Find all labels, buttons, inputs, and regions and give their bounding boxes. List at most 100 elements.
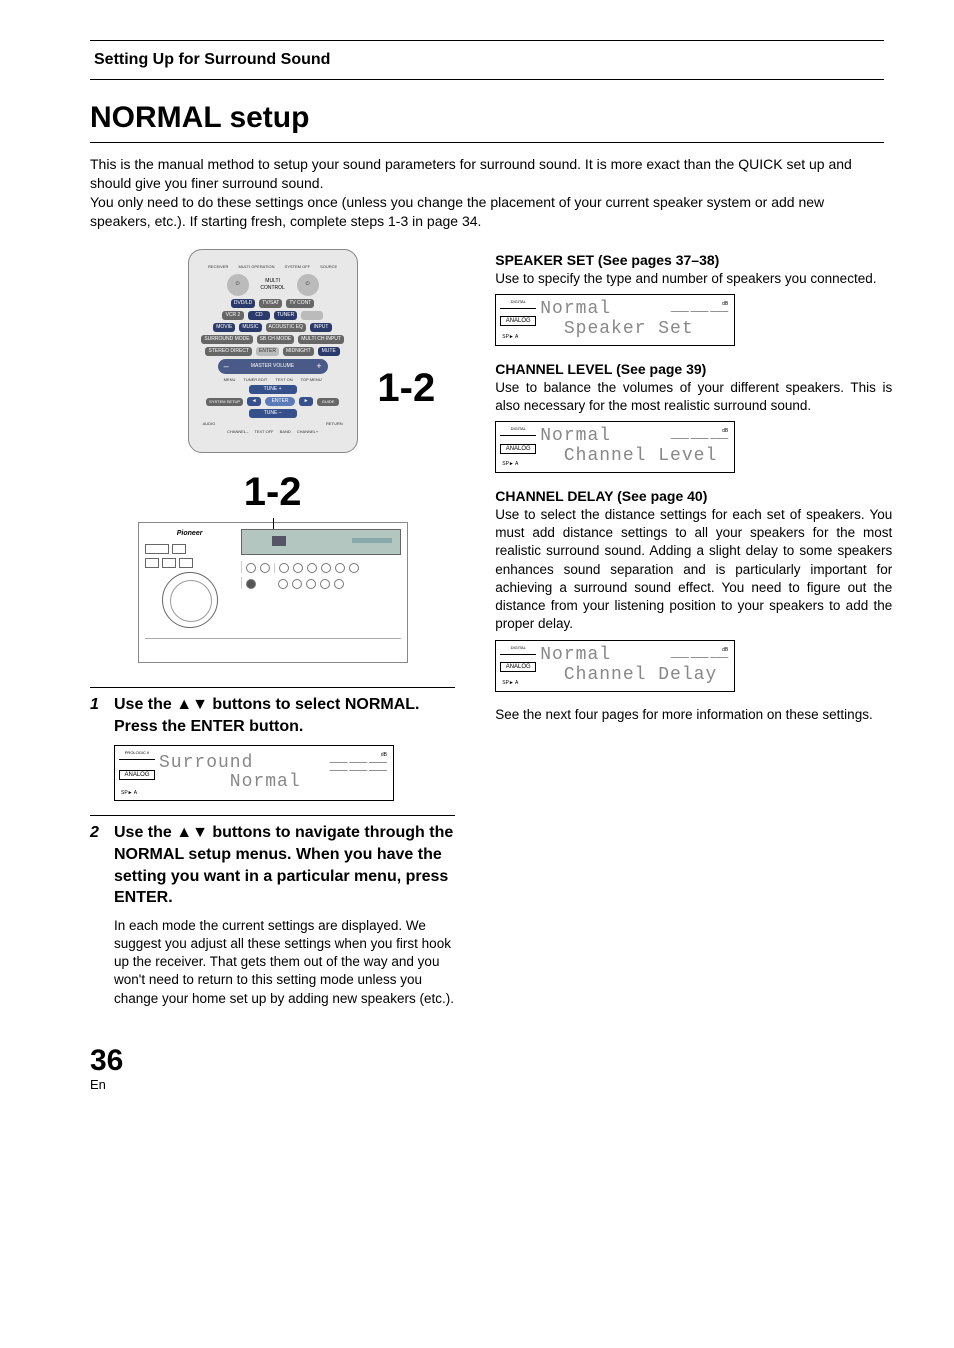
unit-badge xyxy=(145,558,159,568)
btn-music: MUSIC xyxy=(239,323,261,332)
unit-badge xyxy=(162,558,176,568)
lcd-badge-sp: SP► A xyxy=(500,334,536,341)
unit-illustration: Pioneer xyxy=(138,522,408,663)
lcd-badge-top: DIGITAL xyxy=(500,299,536,309)
unit-led-row-1 xyxy=(241,561,401,573)
lcd-bars: dB ——— ——— ——— xyxy=(671,428,728,443)
label-receiver: RECEIVER xyxy=(205,263,231,271)
lcd-channel-level: DIGITAL ANALOG SP► A Normal Channel Leve… xyxy=(495,421,735,473)
btn-enter-big: ENTER xyxy=(265,397,295,406)
intro-p1: This is the manual method to setup your … xyxy=(90,155,884,193)
channel-level-head: CHANNEL LEVEL (See page 39) xyxy=(495,360,892,379)
btn-power-right: ⏻ xyxy=(297,274,319,296)
btn-movie: MOVIE xyxy=(213,323,235,332)
btn-stereo: STEREO DIRECT xyxy=(205,347,252,356)
btn-mute: MUTE xyxy=(318,347,340,356)
unit-knob xyxy=(162,572,218,628)
btn-guide: GUIDE xyxy=(317,398,339,406)
btn-cd: CD xyxy=(248,311,270,320)
label-ch-plus: CHANNEL+ xyxy=(297,429,318,434)
remote-callout: 1-2 xyxy=(377,361,435,415)
btn-tvcont: TV CONT xyxy=(286,299,314,308)
section-title: Setting Up for Surround Sound xyxy=(94,51,330,68)
label-source: SOURCE xyxy=(317,263,340,271)
label-text-on: TEXT ON xyxy=(275,377,292,382)
lcd-badge-analog: ANALOG xyxy=(500,316,536,326)
lcd-badge-top: DIGITAL xyxy=(500,645,536,655)
page-lang: En xyxy=(90,1076,884,1094)
lcd-text-1: Surround Normal xyxy=(159,754,301,794)
channel-level-body: Use to balance the volumes of your diffe… xyxy=(495,379,892,415)
step-2-num: 2 xyxy=(90,822,106,908)
btn-midnight: MIDNIGHT xyxy=(283,347,314,356)
speaker-set-head: SPEAKER SET (See pages 37–38) xyxy=(495,251,892,270)
btn-enter-sm: ENTER xyxy=(256,347,279,356)
unit-badge xyxy=(179,558,193,568)
lcd-badge-sp: SP► A xyxy=(119,790,155,797)
btn-acoustic: ACOUSTIC EQ xyxy=(266,323,306,332)
label-multi-control: MULTI CONTROL xyxy=(253,274,293,296)
label-system-off: SYSTEM OFF xyxy=(282,263,314,271)
btn-tvsat: TV/SAT xyxy=(259,299,282,308)
lcd-bars: dB ——— ——— ——— ——— ——— ——— xyxy=(330,752,387,774)
page-title: NORMAL setup xyxy=(90,98,884,144)
lcd-bars: dB ——— ——— ——— xyxy=(671,301,728,316)
section-header: Setting Up for Surround Sound xyxy=(90,40,884,80)
step-1-num: 1 xyxy=(90,694,106,737)
lcd-badge-sp: SP► A xyxy=(500,461,536,468)
right-column: SPEAKER SET (See pages 37–38) Use to spe… xyxy=(495,249,892,1018)
unit-led-row-2 xyxy=(241,577,401,589)
step-1: 1 Use the ▲▼ buttons to select NORMAL. P… xyxy=(90,687,455,737)
btn-system-setup: SYSTEM SETUP xyxy=(206,398,243,406)
page-number: 36 xyxy=(90,1046,884,1076)
btn-st-plus: ► xyxy=(299,397,313,406)
lcd-badge-sp: SP► A xyxy=(500,680,536,687)
unit-badge xyxy=(172,544,186,554)
label-return: RETURN xyxy=(326,421,343,426)
intro-p2: You only need to do these settings once … xyxy=(90,193,884,231)
label-tuner-edit: TUNER EDIT xyxy=(243,377,267,382)
btn-vcr2: VCR 2 xyxy=(222,311,244,320)
btn-input: INPUT xyxy=(310,323,332,332)
label-band: BAND xyxy=(280,429,291,434)
unit-display xyxy=(241,529,401,555)
right-footer-note: See the next four pages for more informa… xyxy=(495,706,892,724)
step-2: 2 Use the ▲▼ buttons to navigate through… xyxy=(90,815,455,908)
label-multi-op: MULTI OPERATION xyxy=(235,263,277,271)
unit-tray xyxy=(145,638,401,656)
step-2-body: In each mode the current settings are di… xyxy=(114,917,455,1008)
unit-badge xyxy=(145,544,169,554)
btn-multich: MULTI CH INPUT xyxy=(298,335,344,344)
step-2-title: Use the ▲▼ buttons to navigate through t… xyxy=(114,822,455,908)
lcd-speaker-set: DIGITAL ANALOG SP► A Normal Speaker Set … xyxy=(495,294,735,346)
speaker-set-body: Use to specify the type and number of sp… xyxy=(495,270,892,288)
btn-tuner: TUNER xyxy=(274,311,297,320)
lcd-channel-delay: DIGITAL ANALOG SP► A Normal Channel Dela… xyxy=(495,640,735,692)
channel-delay-head: CHANNEL DELAY (See page 40) xyxy=(495,487,892,506)
btn-tune-plus: TUNE + xyxy=(249,385,297,394)
btn-st-minus: ◄ xyxy=(247,397,261,406)
remote-body: RECEIVER MULTI OPERATION SYSTEM OFF SOUR… xyxy=(188,249,358,453)
unit-callout: 1-2 xyxy=(90,465,455,519)
remote-illustration: RECEIVER MULTI OPERATION SYSTEM OFF SOUR… xyxy=(90,249,455,453)
lcd-badge-analog: ANALOG xyxy=(500,662,536,672)
lcd-badge-analog: ANALOG xyxy=(500,444,536,454)
btn-surround: SURROUND MODE xyxy=(201,335,252,344)
btn-power-left: ⏻ xyxy=(227,274,249,296)
left-column: RECEIVER MULTI OPERATION SYSTEM OFF SOUR… xyxy=(90,249,455,1018)
label-audio: AUDIO xyxy=(203,421,216,426)
label-ch-minus: CHANNEL– xyxy=(227,429,248,434)
btn-master-volume: – MASTER VOLUME + xyxy=(218,359,328,374)
lcd-badge-top: DIGITAL xyxy=(500,426,536,436)
lcd-bars: dB ——— ——— ——— xyxy=(671,647,728,662)
label-text-off: TEXT OFF xyxy=(254,429,273,434)
page-footer: 36 En xyxy=(90,1046,884,1094)
lcd-badge-analog: ANALOG xyxy=(119,770,155,780)
btn-tune-minus: TUNE – xyxy=(249,409,297,418)
lcd-step-1: PROLOGIC II ANALOG SP► A Surround Normal… xyxy=(114,745,394,801)
btn-blank xyxy=(301,311,323,320)
btn-dvd: DVD/LD xyxy=(231,299,255,308)
intro-block: This is the manual method to setup your … xyxy=(90,155,884,231)
unit-brand: Pioneer xyxy=(145,529,235,538)
btn-sbch: SB CH MODE xyxy=(257,335,295,344)
